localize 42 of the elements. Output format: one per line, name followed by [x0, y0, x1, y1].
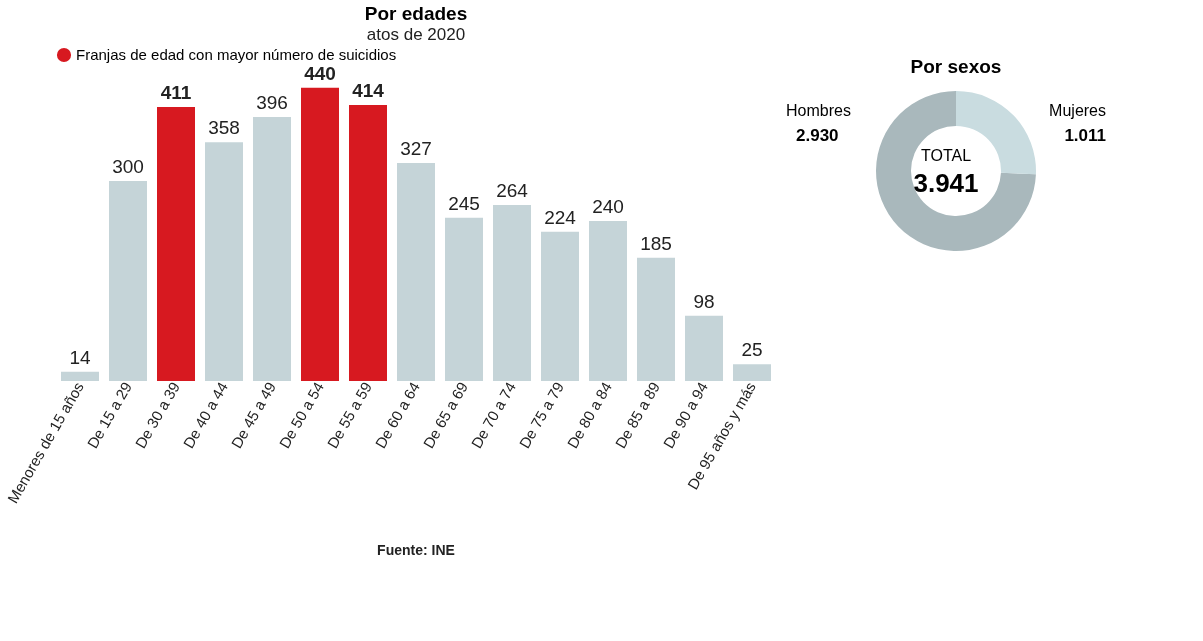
- bar: [253, 117, 291, 381]
- data-label: 224: [544, 206, 577, 228]
- data-label: 14: [69, 346, 91, 368]
- bar: [733, 364, 771, 381]
- data-label: 2.930: [796, 126, 839, 145]
- bar: [349, 105, 387, 381]
- data-label: 240: [592, 196, 624, 217]
- bar: [685, 315, 723, 381]
- data-label: 414: [352, 80, 385, 101]
- bar: [445, 217, 483, 381]
- data-label: 185: [640, 232, 672, 254]
- bar: [397, 163, 435, 381]
- data-label: 98: [693, 290, 715, 312]
- bar: [157, 107, 195, 381]
- chart-subtitle: atos de 2020: [366, 25, 466, 44]
- text: TOTAL: [920, 147, 972, 164]
- bar: [541, 231, 579, 381]
- data-label: 1.011: [1064, 126, 1106, 145]
- bar: [301, 87, 339, 381]
- bar: [61, 371, 99, 381]
- data-label: 300: [112, 156, 144, 177]
- text: 3.941: [913, 168, 979, 198]
- data-label: 411: [160, 82, 192, 103]
- bar: [109, 181, 147, 381]
- slice-label: Hombres: [786, 102, 851, 119]
- data-label: 358: [208, 117, 240, 139]
- data-label: 245: [448, 192, 480, 214]
- bar: [637, 257, 675, 381]
- source-note: Fuente: INE: [377, 542, 455, 558]
- slice-label: Mujeres: [1049, 102, 1106, 119]
- bar: [589, 221, 627, 381]
- chart-title: Por sexos: [910, 56, 1002, 77]
- data-label: 264: [496, 180, 529, 201]
- bar: [493, 205, 531, 381]
- data-label: 396: [256, 92, 288, 113]
- data-label: 327: [400, 138, 432, 159]
- bar: [205, 142, 243, 381]
- data-label: 440: [304, 62, 336, 84]
- donut-slice: [876, 91, 1036, 251]
- chart-title: Por edades: [364, 3, 468, 24]
- legend-label: Franjas de edad con mayor número de suicidios: [76, 46, 397, 63]
- data-label: 25: [741, 339, 763, 361]
